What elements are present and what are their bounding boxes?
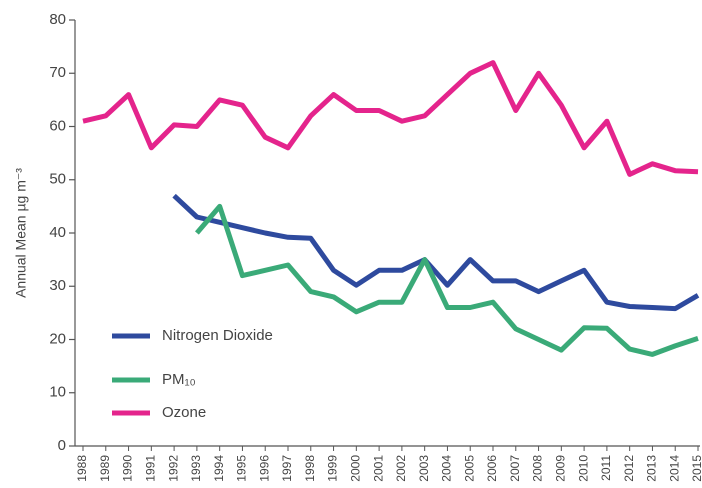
y-tick-label: 30 — [49, 277, 66, 294]
x-tick-label: 1988 — [75, 455, 89, 482]
x-tick-label: 1992 — [166, 455, 180, 482]
x-tick-label: 2006 — [485, 455, 499, 482]
x-tick-label: 1990 — [121, 455, 135, 482]
x-tick-label: 1997 — [280, 455, 294, 482]
series-line — [195, 203, 699, 357]
x-tick-label: 2000 — [349, 455, 363, 482]
x-tick-label: 1998 — [303, 455, 317, 482]
x-tick-label: 2005 — [462, 455, 476, 482]
x-tick-label: 2010 — [576, 455, 590, 482]
x-tick-label: 1996 — [257, 455, 271, 482]
y-axis-label: Annual Mean µg m⁻³ — [13, 168, 29, 298]
x-tick-label: 2007 — [508, 455, 522, 482]
series-line — [172, 193, 700, 312]
x-tick-label: 1995 — [235, 455, 249, 482]
y-tick-label: 10 — [49, 384, 66, 401]
x-tick-label: 2014 — [667, 455, 681, 482]
x-tick-label: 1994 — [212, 455, 226, 482]
y-tick-label: 70 — [49, 64, 66, 81]
x-tick-label: 2003 — [417, 455, 431, 482]
y-tick-label: 60 — [49, 117, 66, 134]
y-tick-label: 80 — [49, 11, 66, 28]
legend-label: Nitrogen Dioxide — [162, 327, 273, 344]
x-tick-label: 1993 — [189, 455, 203, 482]
series-line — [82, 60, 699, 177]
x-tick-label: 2002 — [394, 455, 408, 482]
legend-label: PM₁₀ — [162, 371, 196, 388]
x-tick-label: 2001 — [371, 455, 385, 482]
x-tick-label: 2011 — [599, 455, 613, 481]
x-tick-label: 1991 — [144, 455, 158, 482]
x-tick-label: 2009 — [554, 455, 568, 482]
y-tick-label: 40 — [49, 224, 66, 241]
y-tick-label: 20 — [49, 330, 66, 347]
y-tick-label: 0 — [58, 437, 66, 454]
x-tick-label: 1989 — [98, 455, 112, 482]
y-tick-label: 50 — [49, 171, 66, 188]
legend-label: Ozone — [162, 404, 206, 421]
x-tick-label: 2015 — [690, 455, 702, 482]
x-tick-label: 2012 — [622, 455, 636, 482]
x-tick-label: 1999 — [326, 455, 340, 482]
x-tick-label: 2013 — [645, 455, 659, 482]
x-tick-label: 2008 — [531, 455, 545, 482]
x-tick-label: 2004 — [440, 455, 454, 482]
